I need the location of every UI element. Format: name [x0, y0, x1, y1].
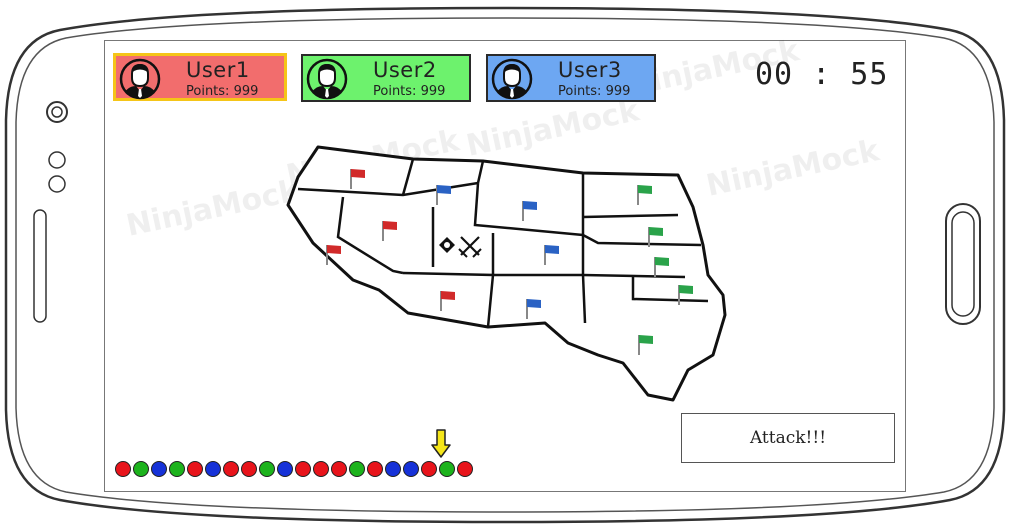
turn-timer: 00 : 55	[755, 57, 889, 92]
territory-flag-blue-icon[interactable]	[526, 299, 541, 319]
territory-flag-green-icon[interactable]	[638, 335, 653, 355]
turn-dot-green	[133, 461, 149, 477]
camera-icon	[46, 101, 68, 123]
turn-dot-red	[367, 461, 383, 477]
turn-dot-blue	[151, 461, 167, 477]
player-points: Points: 999	[373, 84, 446, 99]
territory-flag-red-icon[interactable]	[382, 221, 397, 241]
player-card-user3[interactable]: User3 Points: 999	[486, 54, 656, 102]
territory-flag-blue-icon[interactable]	[436, 185, 451, 205]
territory-flag-green-icon[interactable]	[637, 185, 652, 205]
turn-dot-red	[241, 461, 257, 477]
turn-order-track	[115, 461, 473, 477]
user-avatar-icon	[491, 58, 533, 100]
turn-dot-red	[331, 461, 347, 477]
turn-dot-red	[421, 461, 437, 477]
home-button	[945, 203, 981, 325]
speaker-slot	[33, 209, 47, 323]
sensor-icon	[48, 175, 66, 193]
turn-dot-red	[115, 461, 131, 477]
user-avatar-icon	[119, 58, 161, 100]
territory-map[interactable]	[283, 145, 743, 405]
game-screen: NinjaMock NinjaMock NinjaMock NinjaMock …	[104, 33, 906, 492]
turn-dot-green	[169, 461, 185, 477]
player-card-user2[interactable]: User2 Points: 999	[301, 54, 471, 102]
attack-button[interactable]: Attack!!!	[681, 413, 895, 463]
territory-flag-red-icon[interactable]	[350, 169, 365, 189]
territory-flag-red-icon[interactable]	[440, 291, 455, 311]
turn-dot-green	[349, 461, 365, 477]
player-points: Points: 999	[186, 84, 259, 99]
player-name: User1	[186, 58, 250, 82]
turn-dot-green	[259, 461, 275, 477]
territory-flag-blue-icon[interactable]	[544, 245, 559, 265]
turn-dot-red	[223, 461, 239, 477]
player-name: User2	[373, 58, 437, 82]
turn-dot-red	[457, 461, 473, 477]
territory-flag-red-icon[interactable]	[326, 245, 341, 265]
territory-flag-green-icon[interactable]	[648, 227, 663, 247]
turn-dot-blue	[205, 461, 221, 477]
turn-dot-red	[187, 461, 203, 477]
turn-dot-red	[295, 461, 311, 477]
current-turn-arrow-icon	[431, 429, 451, 458]
player-card-user1[interactable]: User1 Points: 999	[113, 53, 287, 101]
player-name: User3	[558, 58, 622, 82]
sensor-icon	[48, 151, 66, 169]
territory-flag-green-icon[interactable]	[654, 257, 669, 277]
crossed-swords-icon[interactable]	[439, 236, 482, 258]
turn-dot-blue	[277, 461, 293, 477]
territory-flag-blue-icon[interactable]	[522, 201, 537, 221]
map-outline	[286, 145, 727, 402]
watermark-text: NinjaMock	[123, 173, 303, 244]
player-points: Points: 999	[558, 84, 631, 99]
turn-dot-blue	[385, 461, 401, 477]
user-avatar-icon	[306, 58, 348, 100]
turn-dot-green	[439, 461, 455, 477]
turn-dot-red	[313, 461, 329, 477]
territory-flag-green-icon[interactable]	[678, 285, 693, 305]
turn-dot-blue	[403, 461, 419, 477]
